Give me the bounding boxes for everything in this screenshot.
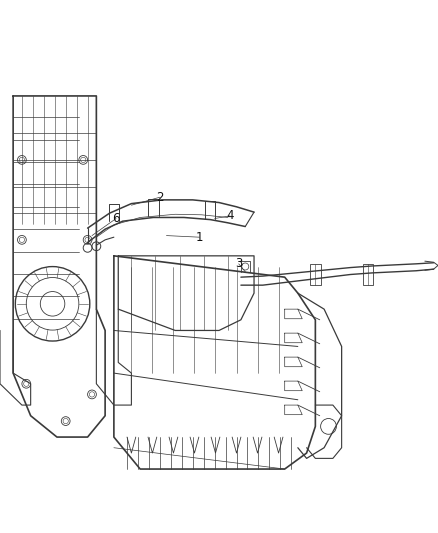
Text: 1: 1 [195,231,203,244]
Bar [310,264,321,285]
Text: 6: 6 [112,212,120,225]
Text: 2: 2 [156,191,164,204]
Bar [363,264,373,285]
Text: 4: 4 [226,209,234,222]
Text: 3: 3 [235,257,242,270]
